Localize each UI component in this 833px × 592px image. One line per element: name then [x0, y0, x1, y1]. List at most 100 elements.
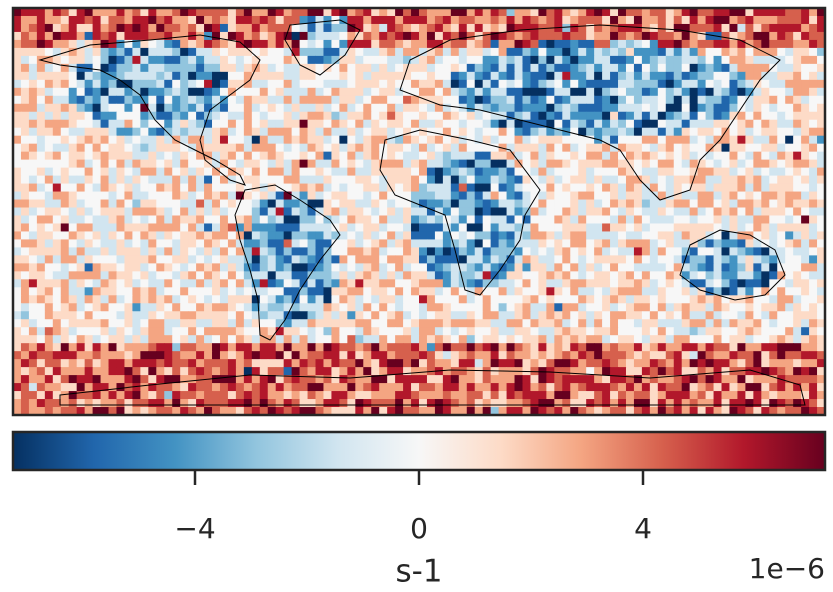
map-cell	[673, 247, 683, 256]
map-cell	[347, 319, 356, 328]
map-cell	[633, 135, 643, 145]
map-cell	[100, 167, 110, 177]
map-cell	[474, 159, 484, 169]
map-cell	[737, 343, 746, 352]
map-cell	[426, 263, 436, 272]
map-cell	[681, 183, 691, 193]
map-cell	[275, 143, 285, 153]
map-cell	[60, 39, 70, 49]
map-cell	[809, 111, 818, 121]
map-cell	[474, 311, 484, 320]
map-cell	[777, 247, 786, 256]
map-cell	[243, 303, 253, 312]
map-cell	[761, 391, 770, 400]
map-cell	[705, 359, 715, 368]
map-cell	[689, 183, 699, 193]
map-cell	[219, 223, 229, 232]
map-cell	[108, 383, 117, 392]
map-cell	[331, 143, 340, 153]
map-cell	[753, 47, 762, 57]
map-cell	[148, 359, 157, 368]
map-cell	[28, 287, 38, 296]
map-cell	[570, 359, 579, 368]
map-cell	[633, 183, 643, 193]
map-cell	[530, 215, 539, 224]
map-cell	[235, 247, 245, 256]
map-cell	[761, 383, 770, 392]
map-cell	[458, 231, 468, 240]
map-cell	[124, 359, 133, 368]
map-cell	[474, 103, 484, 113]
map-cell	[697, 135, 707, 145]
map-cell	[633, 159, 643, 169]
map-cell	[602, 143, 611, 153]
map-cell	[411, 15, 420, 25]
map-cell	[482, 279, 492, 288]
map-cell	[506, 151, 516, 161]
map-cell	[116, 391, 125, 400]
map-cell	[148, 95, 157, 105]
map-cell	[594, 239, 603, 248]
map-cell	[458, 191, 468, 201]
map-cell	[793, 63, 802, 73]
map-cell	[809, 143, 818, 153]
map-cell	[745, 15, 754, 25]
map-cell	[212, 63, 221, 73]
map-cell	[132, 191, 141, 201]
map-cell	[299, 103, 309, 113]
map-cell	[156, 191, 165, 201]
map-cell	[482, 143, 492, 153]
map-cell	[387, 207, 396, 216]
map-cell	[379, 223, 388, 232]
map-cell	[649, 103, 659, 113]
map-cell	[817, 279, 825, 288]
map-cell	[689, 15, 699, 25]
map-cell	[586, 223, 595, 232]
map-cell	[530, 143, 539, 153]
map-cell	[673, 135, 683, 145]
map-cell	[689, 375, 699, 384]
map-cell	[212, 167, 221, 177]
map-cell	[490, 327, 500, 336]
map-cell	[538, 71, 547, 81]
map-cell	[196, 151, 205, 161]
map-cell	[68, 23, 78, 33]
map-cell	[689, 87, 699, 97]
map-cell	[458, 127, 468, 137]
map-cell	[474, 383, 484, 392]
map-cell	[196, 295, 205, 304]
map-cell	[355, 39, 364, 49]
map-cell	[283, 15, 293, 25]
map-cell	[753, 319, 762, 328]
map-cell	[426, 71, 436, 81]
map-cell	[172, 383, 181, 392]
map-cell	[196, 55, 205, 65]
map-cell	[673, 327, 683, 336]
map-cell	[307, 327, 317, 336]
map-cell	[148, 31, 157, 41]
map-cell	[649, 183, 659, 193]
map-cell	[291, 167, 301, 177]
map-cell	[586, 15, 595, 25]
map-cell	[777, 87, 786, 97]
map-cell	[618, 247, 627, 256]
map-cell	[204, 271, 213, 280]
map-cell	[188, 175, 197, 185]
map-cell	[347, 23, 356, 33]
map-cell	[235, 135, 245, 145]
map-cell	[705, 111, 715, 121]
map-cell	[339, 375, 348, 384]
map-cell	[625, 367, 635, 376]
map-cell	[721, 207, 730, 216]
map-cell	[108, 15, 117, 25]
map-cell	[665, 327, 675, 336]
map-cell	[729, 287, 738, 296]
map-cell	[426, 159, 436, 169]
map-cell	[323, 23, 332, 33]
map-cell	[307, 39, 317, 49]
map-cell	[498, 223, 508, 232]
map-cell	[124, 175, 133, 185]
map-cell	[793, 335, 802, 344]
map-cell	[339, 23, 348, 33]
map-cell	[275, 55, 285, 65]
